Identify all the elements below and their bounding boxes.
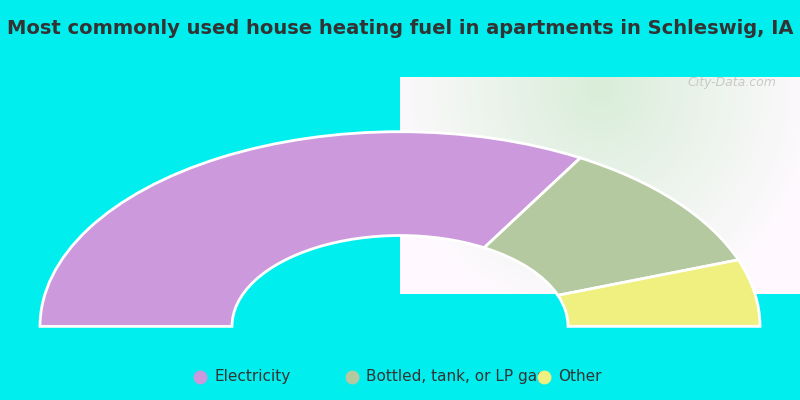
Wedge shape [484, 158, 738, 295]
Text: Other: Other [558, 369, 602, 384]
Text: Most commonly used house heating fuel in apartments in Schleswig, IA: Most commonly used house heating fuel in… [6, 18, 794, 38]
Wedge shape [40, 132, 580, 326]
Wedge shape [558, 260, 760, 326]
Text: City-Data.com: City-Data.com [687, 76, 776, 90]
Text: Bottled, tank, or LP gas: Bottled, tank, or LP gas [366, 369, 546, 384]
Text: Electricity: Electricity [214, 369, 290, 384]
